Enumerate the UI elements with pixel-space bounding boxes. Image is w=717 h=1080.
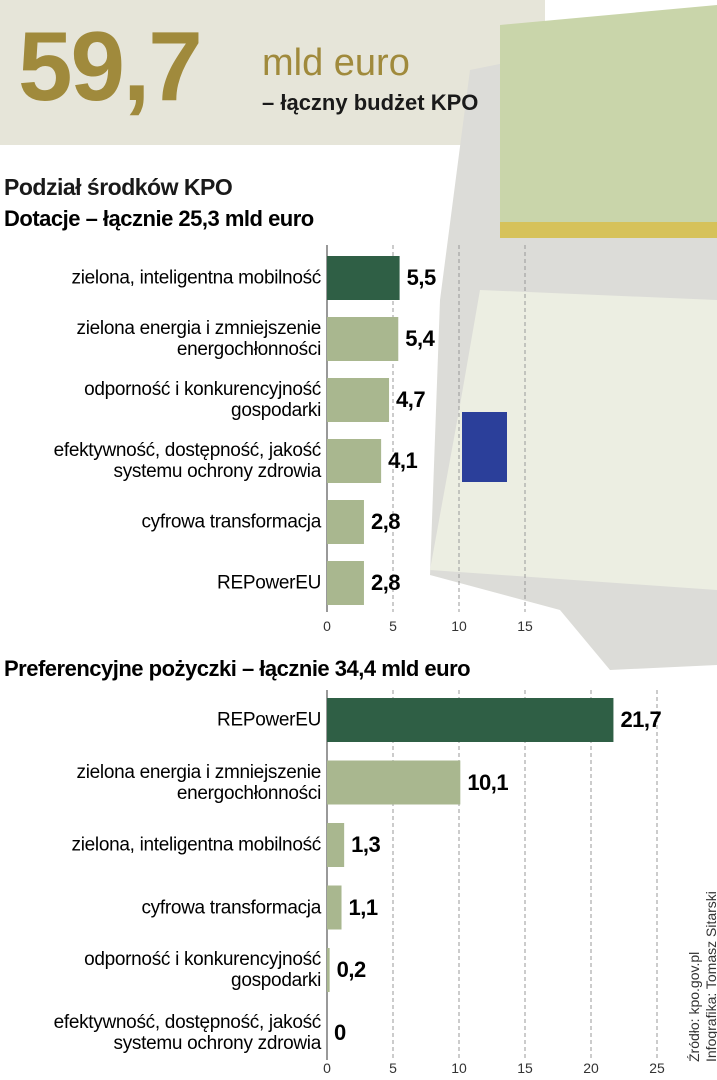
- headline-caption: – łączny budżet KPO: [262, 90, 479, 115]
- eu-flag: [462, 412, 507, 482]
- x-tick-label: 0: [323, 1060, 331, 1076]
- x-tick-label: 5: [389, 618, 397, 634]
- header-background: [0, 0, 545, 145]
- banknote-stack: [430, 290, 717, 590]
- category-label: cyfrowa transformacja: [141, 897, 321, 918]
- bar: [327, 500, 364, 544]
- value-label: 4,1: [388, 448, 418, 473]
- value-label: 21,7: [620, 707, 662, 732]
- bar: [327, 378, 390, 422]
- value-label: 0: [334, 1019, 346, 1045]
- bar: [327, 823, 345, 867]
- credit: Infografika: Tomasz Sitarski: [703, 891, 717, 1062]
- category-label: zielona energia i zmniejszenie energochł…: [76, 761, 322, 804]
- x-tick-label: 0: [323, 618, 331, 634]
- value-label: 2,8: [370, 570, 401, 595]
- x-tick-label: 5: [389, 1060, 397, 1076]
- bar: [327, 256, 400, 300]
- value-label: 10,1: [467, 769, 509, 795]
- value-label: 1,3: [351, 832, 381, 857]
- category-label: efektywność, dostępność, jakość systemu …: [53, 440, 322, 482]
- value-label: 5,5: [406, 265, 437, 290]
- category-label: zielona, inteligentna mobilność: [71, 267, 322, 289]
- category-label: zielona energia i zmniejszenie energochł…: [76, 318, 322, 360]
- banknote-top: [500, 5, 717, 225]
- value-label: 2,8: [370, 509, 401, 534]
- category-label: zielona, inteligentna mobilność: [71, 834, 322, 856]
- banknote-band: [500, 222, 717, 238]
- source: Źródło: kpo.gov.pl: [686, 951, 702, 1062]
- bar: [327, 439, 382, 483]
- bar: [327, 760, 461, 805]
- bar: [327, 948, 330, 992]
- value-label: 4,7: [396, 387, 426, 412]
- x-tick-label: 25: [649, 1060, 665, 1076]
- bar: [327, 885, 342, 930]
- value-label: 0,2: [336, 957, 367, 982]
- value-label: 5,4: [405, 326, 435, 351]
- x-tick-label: 10: [451, 618, 467, 634]
- chart-title: Preferencyjne pożyczki – łącznie 34,4 ml…: [4, 656, 471, 681]
- headline-number: 59,7: [18, 11, 203, 121]
- category-label: REPowerEU: [217, 572, 321, 594]
- bar: [327, 561, 364, 605]
- category-label: efektywność, dostępność, jakość systemu …: [53, 1011, 322, 1054]
- x-tick-label: 10: [451, 1060, 467, 1076]
- x-tick-label: 20: [583, 1060, 599, 1076]
- category-label: REPowerEU: [217, 709, 321, 731]
- category-label: odporność i konkurencyjność gospodarki: [84, 379, 321, 421]
- bar: [327, 317, 399, 361]
- value-label: 1,1: [348, 894, 379, 920]
- subtitle: Podział środków KPO: [4, 174, 233, 200]
- category-label: cyfrowa transformacja: [141, 511, 321, 533]
- x-tick-label: 15: [517, 1060, 533, 1076]
- category-label: odporność i konkurencyjność gospodarki: [84, 949, 321, 991]
- bar: [327, 698, 614, 742]
- headline-unit: mld euro: [262, 42, 410, 84]
- x-tick-label: 15: [517, 618, 533, 634]
- chart-title: Dotacje – łącznie 25,3 mld euro: [4, 206, 314, 231]
